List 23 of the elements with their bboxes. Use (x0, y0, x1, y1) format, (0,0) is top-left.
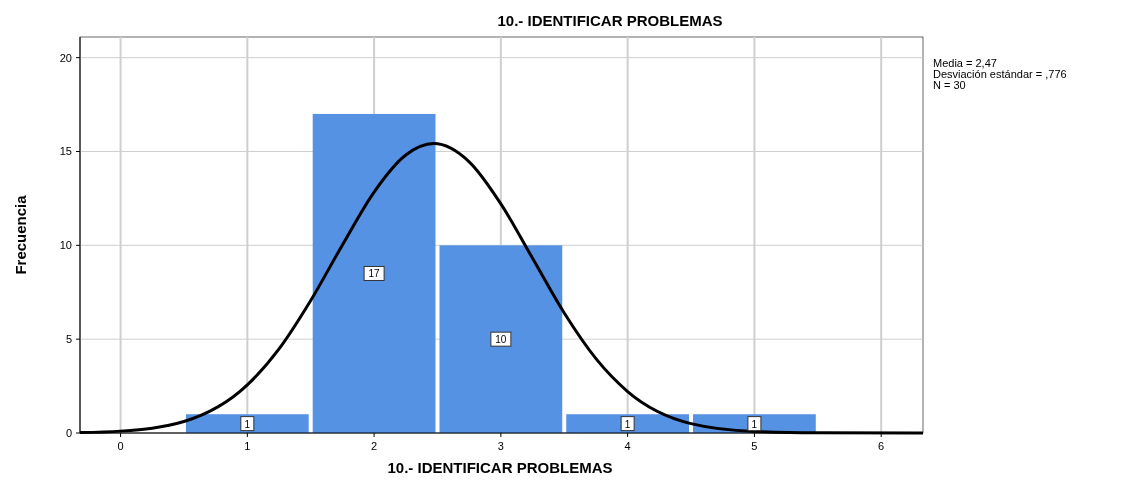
chart-title: 10.- IDENTIFICAR PROBLEMAS (497, 12, 723, 29)
y-tick-label: 15 (59, 145, 72, 158)
y-tick-label: 20 (59, 51, 72, 64)
data-label: 10 (495, 334, 507, 346)
x-tick-label: 3 (497, 440, 504, 452)
x-tick-label: 4 (624, 440, 631, 452)
x-axis-title: 10.- IDENTIFICAR PROBLEMAS (387, 459, 613, 476)
data-label: 1 (624, 418, 631, 430)
text: Media = 2,47 (933, 57, 997, 69)
y-tick-label: 10 (59, 239, 72, 252)
data-label: 1 (244, 418, 251, 430)
text: N = 30 (933, 79, 966, 91)
x-tick-label: 2 (371, 440, 378, 452)
y-axis-title: Frecuencia (12, 194, 29, 275)
x-tick-label: 5 (751, 440, 758, 452)
data-label: 1 (751, 418, 758, 430)
data-label: 17 (368, 268, 381, 280)
x-tick-label: 0 (117, 440, 124, 452)
x-tick-label: 6 (878, 440, 885, 452)
y-tick-label: 0 (65, 427, 72, 439)
x-tick-label: 1 (244, 440, 251, 452)
y-tick-label: 5 (65, 333, 72, 346)
text: Desviación estándar = ,776 (933, 68, 1067, 80)
